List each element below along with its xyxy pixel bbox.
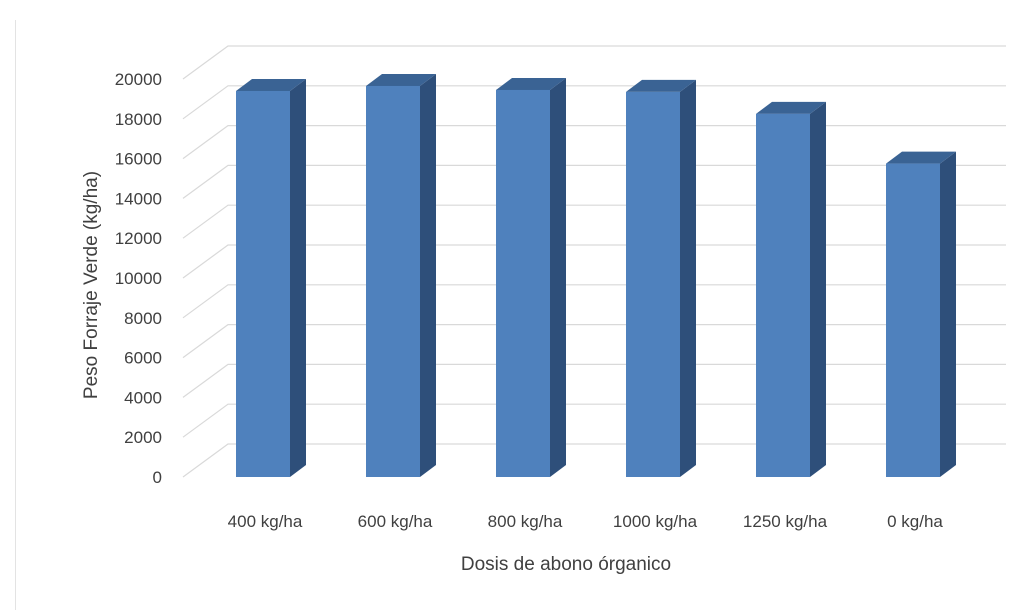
bar-top: [236, 78, 306, 91]
frame-border: [15, 20, 16, 610]
grid-line: [182, 124, 1006, 160]
y-tick-label: 6000: [124, 349, 162, 368]
bar-side: [290, 78, 306, 477]
y-tick-label: 0: [153, 468, 162, 487]
bar-top: [626, 79, 696, 92]
bar: [496, 77, 566, 477]
y-tick-label: 18000: [115, 110, 162, 129]
x-axis-title: Dosis de abono órganico: [461, 554, 671, 575]
y-tick-label: 14000: [115, 189, 162, 208]
bar-side: [680, 79, 696, 477]
bar-front: [626, 91, 680, 477]
grid-line: [182, 204, 1006, 239]
bar-front: [236, 90, 290, 477]
x-tick-label: 1250 kg/ha: [743, 512, 828, 531]
grid-line: [182, 45, 1006, 80]
grid-line: [182, 403, 1006, 438]
bar-side: [550, 77, 566, 477]
bar-front: [756, 113, 810, 477]
grid-line: [182, 85, 1006, 120]
x-tick-label: 600 kg/ha: [358, 512, 433, 531]
grid-line: [182, 284, 1006, 319]
bar-front: [496, 89, 550, 477]
y-tick-label: 12000: [115, 229, 162, 248]
bar-top: [496, 77, 566, 90]
y-tick-label: 20000: [115, 70, 162, 89]
grid-lines: [182, 45, 1006, 478]
bar: [886, 151, 956, 477]
y-tick-label: 16000: [115, 150, 162, 169]
x-tick-label: 800 kg/ha: [488, 512, 563, 531]
bar: [626, 79, 696, 477]
bar: [756, 101, 826, 477]
y-axis-title: Peso Forraje Verde (kg/ha): [81, 171, 102, 399]
y-tick-label: 4000: [124, 388, 162, 407]
bar-side: [420, 73, 436, 477]
grid-line: [182, 324, 1006, 359]
bar-top: [886, 151, 956, 164]
x-axis-categories: 400 kg/ha 600 kg/ha 800 kg/ha 1000 kg/ha 125…: [228, 512, 944, 531]
grid-line: [182, 363, 1006, 398]
bar-top: [366, 73, 436, 86]
x-tick-label: 400 kg/ha: [228, 512, 303, 531]
bar: [366, 73, 436, 477]
x-tick-label: 1000 kg/ha: [613, 512, 698, 531]
bar-side: [940, 151, 956, 477]
bar: [236, 78, 306, 477]
grid-line: [182, 443, 1006, 478]
y-tick-label: 8000: [124, 309, 162, 328]
y-tick-label: 2000: [124, 428, 162, 447]
bars: [236, 73, 956, 477]
y-axis-ticks: 0 2000 4000 6000 8000 10000 12000 14000 16000 180…: [115, 70, 162, 487]
y-tick-label: 10000: [115, 269, 162, 288]
grid-line: [182, 164, 1006, 199]
grid-line: [182, 244, 1006, 279]
x-tick-label: 0 kg/ha: [887, 512, 943, 531]
bar-side: [810, 101, 826, 477]
bar-top: [756, 101, 826, 114]
bar-front: [366, 85, 420, 477]
bar-front: [886, 163, 940, 477]
